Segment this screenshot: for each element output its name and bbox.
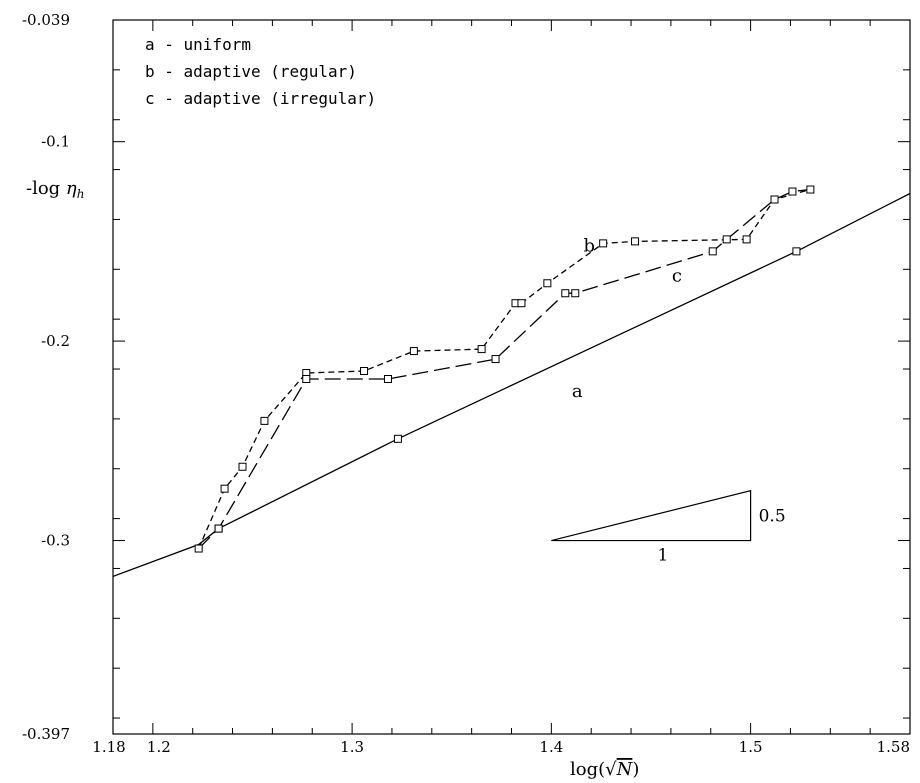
y-axis-label: -log ηh xyxy=(26,178,84,201)
x-tick-label: 1.2 xyxy=(147,738,171,756)
legend-entry-b: b - adaptive (regular) xyxy=(145,62,357,81)
marker-b xyxy=(806,185,815,194)
curve-labels: a b c xyxy=(572,235,682,402)
marker-b xyxy=(599,239,608,248)
x-tick-label: 1.3 xyxy=(340,738,364,756)
series-line-b xyxy=(198,188,811,549)
plot-frame xyxy=(112,19,911,735)
marker-c xyxy=(561,289,570,298)
slope-triangle: 10.5 xyxy=(551,489,786,566)
y-tick-label: -0.397 xyxy=(22,725,70,743)
marker-b xyxy=(360,367,369,376)
series-group xyxy=(113,188,910,578)
marker-a xyxy=(792,247,801,256)
marker-b xyxy=(543,279,552,288)
marker-b xyxy=(220,484,229,493)
marker-c xyxy=(788,187,797,196)
x-tick-label: 1.58 xyxy=(877,738,910,756)
y-tick-label: -0.039 xyxy=(22,11,70,29)
curve-label-b: b xyxy=(583,235,595,256)
series-line-c xyxy=(198,188,811,549)
x-tick-label: 1.4 xyxy=(539,738,563,756)
marker-b xyxy=(477,345,486,354)
y-tick-label: -0.3 xyxy=(41,532,70,550)
marker-b xyxy=(194,544,203,553)
curve-label-a: a xyxy=(572,381,583,402)
marker-c xyxy=(491,355,500,364)
marker-b xyxy=(742,235,751,244)
marker-c xyxy=(708,247,717,256)
marker-c xyxy=(214,524,223,533)
marker-a xyxy=(393,434,402,443)
curve-label-c: c xyxy=(672,265,682,286)
marker-c xyxy=(722,235,731,244)
marker-c xyxy=(383,374,392,383)
marker-c xyxy=(571,289,580,298)
series-line-a xyxy=(113,192,910,578)
markers-group xyxy=(194,185,815,553)
marker-b xyxy=(238,462,247,471)
marker-c xyxy=(302,374,311,383)
axis-ticks xyxy=(112,19,911,735)
legend-entry-a: a - uniform xyxy=(145,35,251,54)
slope-run-label: 1 xyxy=(658,546,669,566)
marker-b xyxy=(631,237,640,246)
marker-b xyxy=(770,195,779,204)
tick-labels: 1.18 1.2 1.3 1.4 1.5 1.58 -0.039 -0.1 -0.2 -0.3 -0… xyxy=(22,11,910,756)
y-tick-label: -0.1 xyxy=(41,133,70,151)
legend: a - uniform b - adaptive (regular) c - a… xyxy=(145,35,376,108)
marker-b xyxy=(409,347,418,356)
x-axis-label: log(√N) xyxy=(570,759,639,780)
marker-b xyxy=(260,416,269,425)
x-tick-label: 1.5 xyxy=(739,738,763,756)
x-tick-label: 1.18 xyxy=(92,738,125,756)
legend-entry-c: c - adaptive (irregular) xyxy=(145,89,376,108)
marker-b xyxy=(517,299,526,308)
y-tick-label: -0.2 xyxy=(41,332,70,350)
slope-triangle-shape xyxy=(551,489,752,542)
slope-rise-label: 0.5 xyxy=(759,507,786,527)
